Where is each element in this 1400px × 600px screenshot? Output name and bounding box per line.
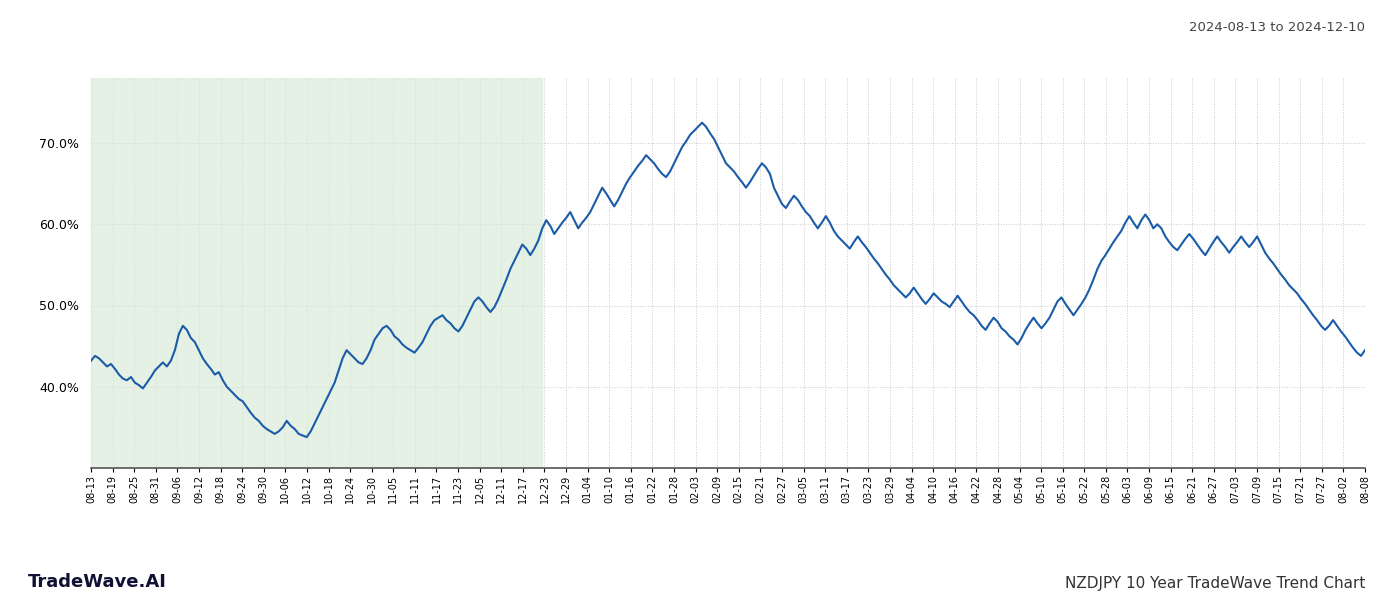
Text: TradeWave.AI: TradeWave.AI	[28, 573, 167, 591]
Text: NZDJPY 10 Year TradeWave Trend Chart: NZDJPY 10 Year TradeWave Trend Chart	[1064, 576, 1365, 591]
Bar	[91, 78, 542, 468]
Text: 2024-08-13 to 2024-12-10: 2024-08-13 to 2024-12-10	[1189, 21, 1365, 34]
